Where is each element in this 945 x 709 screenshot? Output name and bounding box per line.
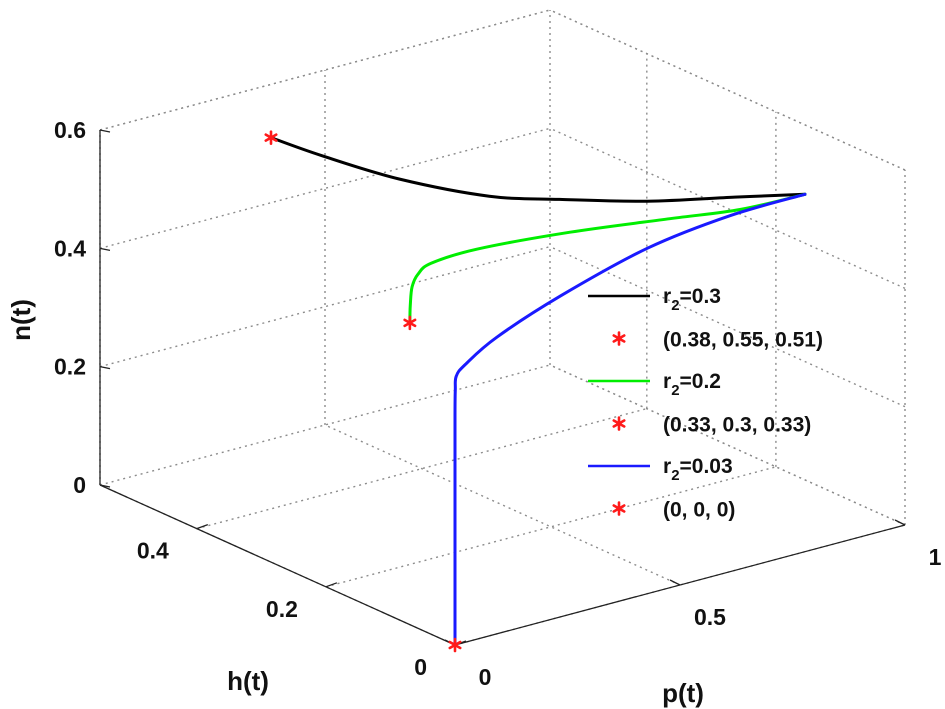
y-axis-label: h(t) [227, 666, 269, 696]
y-tick [325, 582, 338, 588]
z-tick [99, 366, 111, 370]
legend-swatch-marker [612, 416, 626, 431]
grid-line [99, 127, 551, 250]
z-tick [99, 247, 111, 251]
x-tick-label: 0.5 [694, 604, 726, 630]
z-tick [99, 129, 111, 133]
z-tick [99, 484, 111, 488]
legend: r2=0.3 (0.38, 0.55, 0.51) r2=0.2 (0.33, 0.3… [588, 285, 823, 522]
grid-line [549, 246, 906, 408]
series-line-3 [453, 192, 807, 647]
y-tick-label: 0.2 [266, 596, 298, 622]
grid-line [549, 364, 906, 526]
legend-swatch-marker [612, 331, 626, 346]
series-line-2 [408, 192, 807, 325]
legend-entry-marker: (0.33, 0.3, 0.33) [663, 414, 811, 437]
legend-entry-marker: (0, 0, 0) [663, 499, 735, 522]
legend-swatch-marker [612, 501, 626, 516]
z-tick-label: 0.4 [54, 235, 86, 261]
axes [99, 129, 906, 646]
legend-entry-marker: (0.38, 0.55, 0.51) [663, 329, 823, 352]
data-marker-2 [403, 315, 417, 331]
y-axis-line [99, 484, 456, 646]
z-axis-label: n(t) [6, 299, 36, 341]
y-tick-label: 0.4 [137, 538, 169, 564]
y-tick [196, 524, 209, 530]
data-curves [269, 136, 807, 647]
x-tick [669, 579, 681, 586]
legend-entry-series: r2=0.2 [663, 370, 721, 399]
z-tick-label: 0 [73, 472, 86, 498]
x-tick-label: 0 [479, 664, 492, 690]
y-tick-label: 0 [414, 654, 427, 680]
tick-labels: 0 0.2 0.4 0.6 0 0.2 0.4 0 0.5 1 [54, 117, 942, 690]
grid-lines [99, 9, 906, 646]
z-tick-label: 0.6 [54, 117, 86, 143]
data-markers [264, 130, 462, 653]
grid-line [549, 127, 906, 289]
x-axis-label: p(t) [662, 678, 704, 708]
data-marker-1 [264, 130, 278, 145]
grid-line [324, 424, 681, 586]
grid-line [325, 466, 777, 588]
legend-entry-series: r2=0.3 [663, 285, 721, 314]
z-tick-label: 0.2 [54, 354, 86, 380]
grid-line [549, 9, 906, 171]
x-tick-label: 1 [929, 544, 942, 570]
x-tick [894, 519, 906, 526]
data-marker-3 [448, 637, 462, 653]
series-line-1 [269, 136, 807, 203]
legend-entry-series: r2=0.03 [663, 455, 733, 484]
